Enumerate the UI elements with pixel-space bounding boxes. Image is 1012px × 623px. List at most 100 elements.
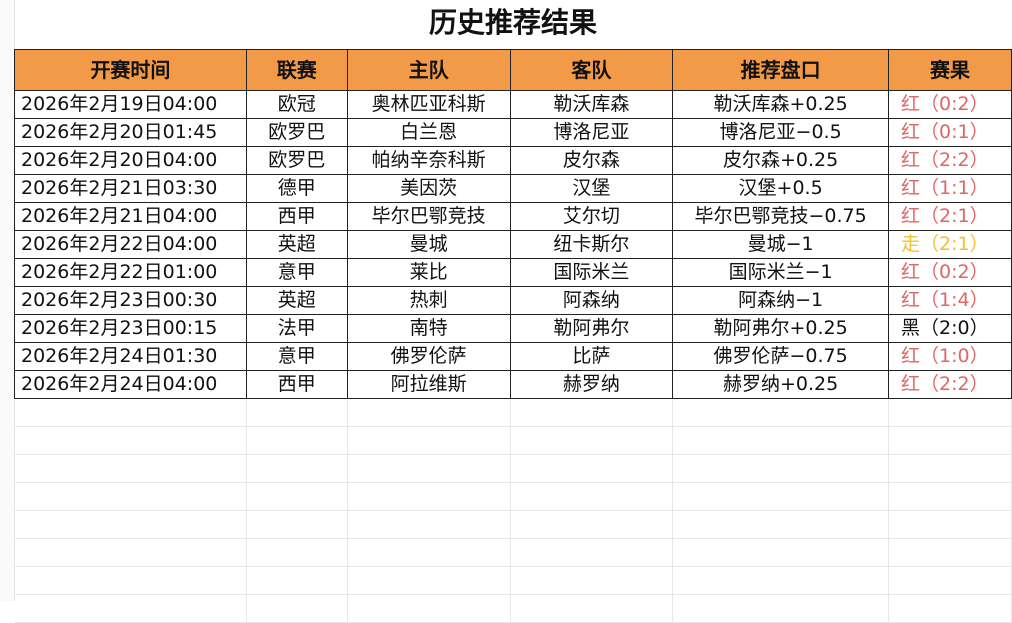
empty-cell[interactable]: [346, 454, 511, 483]
cell-pick[interactable]: 汉堡+0.5: [672, 174, 890, 203]
cell-home[interactable]: 阿拉维斯: [346, 370, 511, 399]
cell-time[interactable]: 2026年2月20日01:45: [14, 118, 247, 147]
cell-league[interactable]: 欧罗巴: [245, 118, 348, 147]
empty-cell[interactable]: [346, 426, 511, 455]
empty-cell[interactable]: [14, 594, 247, 623]
header-home[interactable]: 主队: [346, 49, 511, 91]
empty-cell[interactable]: [245, 510, 348, 539]
empty-cell[interactable]: [14, 510, 247, 539]
cell-away[interactable]: 阿森纳: [509, 286, 674, 315]
cell-result[interactable]: 走（2:1）: [888, 230, 1012, 259]
cell-away[interactable]: 赫罗纳: [509, 370, 674, 399]
cell-league[interactable]: 西甲: [245, 202, 348, 231]
cell-pick[interactable]: 国际米兰−1: [672, 258, 890, 287]
empty-cell[interactable]: [672, 426, 890, 455]
empty-cell[interactable]: [346, 398, 511, 427]
cell-home[interactable]: 奥林匹亚科斯: [346, 90, 511, 119]
cell-time[interactable]: 2026年2月24日01:30: [14, 342, 247, 371]
empty-cell[interactable]: [888, 566, 1012, 595]
cell-home[interactable]: 热刺: [346, 286, 511, 315]
cell-league[interactable]: 意甲: [245, 258, 348, 287]
cell-time[interactable]: 2026年2月21日03:30: [14, 174, 247, 203]
empty-cell[interactable]: [509, 426, 674, 455]
empty-cell[interactable]: [888, 538, 1012, 567]
empty-cell[interactable]: [672, 538, 890, 567]
cell-result[interactable]: 红（2:1）: [888, 202, 1012, 231]
empty-cell[interactable]: [346, 510, 511, 539]
empty-cell[interactable]: [888, 426, 1012, 455]
cell-result[interactable]: 红（0:2）: [888, 258, 1012, 287]
header-time[interactable]: 开赛时间: [14, 49, 247, 91]
empty-cell[interactable]: [14, 454, 247, 483]
cell-time[interactable]: 2026年2月22日04:00: [14, 230, 247, 259]
empty-cell[interactable]: [346, 566, 511, 595]
cell-result[interactable]: 红（1:4）: [888, 286, 1012, 315]
cell-away[interactable]: 比萨: [509, 342, 674, 371]
cell-home[interactable]: 莱比: [346, 258, 511, 287]
cell-home[interactable]: 帕纳辛奈科斯: [346, 146, 511, 175]
empty-cell[interactable]: [346, 482, 511, 511]
cell-away[interactable]: 博洛尼亚: [509, 118, 674, 147]
cell-pick[interactable]: 赫罗纳+0.25: [672, 370, 890, 399]
cell-home[interactable]: 白兰恩: [346, 118, 511, 147]
empty-cell[interactable]: [672, 594, 890, 623]
cell-pick[interactable]: 毕尔巴鄂竞技−0.75: [672, 202, 890, 231]
cell-away[interactable]: 皮尔森: [509, 146, 674, 175]
empty-cell[interactable]: [509, 482, 674, 511]
empty-cell[interactable]: [888, 398, 1012, 427]
empty-cell[interactable]: [14, 398, 247, 427]
cell-time[interactable]: 2026年2月23日00:30: [14, 286, 247, 315]
empty-cell[interactable]: [245, 566, 348, 595]
empty-cell[interactable]: [509, 594, 674, 623]
cell-time[interactable]: 2026年2月20日04:00: [14, 146, 247, 175]
cell-home[interactable]: 曼城: [346, 230, 511, 259]
cell-away[interactable]: 纽卡斯尔: [509, 230, 674, 259]
header-pick[interactable]: 推荐盘口: [672, 49, 890, 91]
cell-time[interactable]: 2026年2月19日04:00: [14, 90, 247, 119]
empty-cell[interactable]: [245, 482, 348, 511]
cell-time[interactable]: 2026年2月23日00:15: [14, 314, 247, 343]
cell-home[interactable]: 南特: [346, 314, 511, 343]
cell-time[interactable]: 2026年2月21日04:00: [14, 202, 247, 231]
cell-result[interactable]: 红（2:2）: [888, 370, 1012, 399]
empty-cell[interactable]: [509, 566, 674, 595]
cell-league[interactable]: 英超: [245, 286, 348, 315]
empty-cell[interactable]: [14, 566, 247, 595]
cell-pick[interactable]: 勒沃库森+0.25: [672, 90, 890, 119]
empty-cell[interactable]: [672, 566, 890, 595]
cell-league[interactable]: 意甲: [245, 342, 348, 371]
cell-league[interactable]: 欧冠: [245, 90, 348, 119]
cell-pick[interactable]: 皮尔森+0.25: [672, 146, 890, 175]
empty-cell[interactable]: [14, 538, 247, 567]
cell-home[interactable]: 美因茨: [346, 174, 511, 203]
cell-result[interactable]: 黑（2:0）: [888, 314, 1012, 343]
cell-result[interactable]: 红（1:1）: [888, 174, 1012, 203]
empty-cell[interactable]: [672, 398, 890, 427]
cell-home[interactable]: 毕尔巴鄂竞技: [346, 202, 511, 231]
cell-pick[interactable]: 阿森纳−1: [672, 286, 890, 315]
cell-result[interactable]: 红（0:2）: [888, 90, 1012, 119]
cell-pick[interactable]: 佛罗伦萨−0.75: [672, 342, 890, 371]
cell-league[interactable]: 德甲: [245, 174, 348, 203]
empty-cell[interactable]: [888, 510, 1012, 539]
cell-away[interactable]: 勒沃库森: [509, 90, 674, 119]
empty-cell[interactable]: [509, 538, 674, 567]
empty-cell[interactable]: [672, 510, 890, 539]
header-away[interactable]: 客队: [509, 49, 674, 91]
cell-away[interactable]: 汉堡: [509, 174, 674, 203]
cell-time[interactable]: 2026年2月22日01:00: [14, 258, 247, 287]
empty-cell[interactable]: [245, 454, 348, 483]
cell-league[interactable]: 西甲: [245, 370, 348, 399]
cell-league[interactable]: 法甲: [245, 314, 348, 343]
cell-result[interactable]: 红（2:2）: [888, 146, 1012, 175]
cell-away[interactable]: 国际米兰: [509, 258, 674, 287]
empty-cell[interactable]: [346, 594, 511, 623]
empty-cell[interactable]: [14, 482, 247, 511]
empty-cell[interactable]: [888, 482, 1012, 511]
empty-cell[interactable]: [888, 594, 1012, 623]
cell-time[interactable]: 2026年2月24日04:00: [14, 370, 247, 399]
empty-cell[interactable]: [245, 398, 348, 427]
empty-cell[interactable]: [672, 482, 890, 511]
empty-cell[interactable]: [245, 538, 348, 567]
empty-cell[interactable]: [245, 594, 348, 623]
